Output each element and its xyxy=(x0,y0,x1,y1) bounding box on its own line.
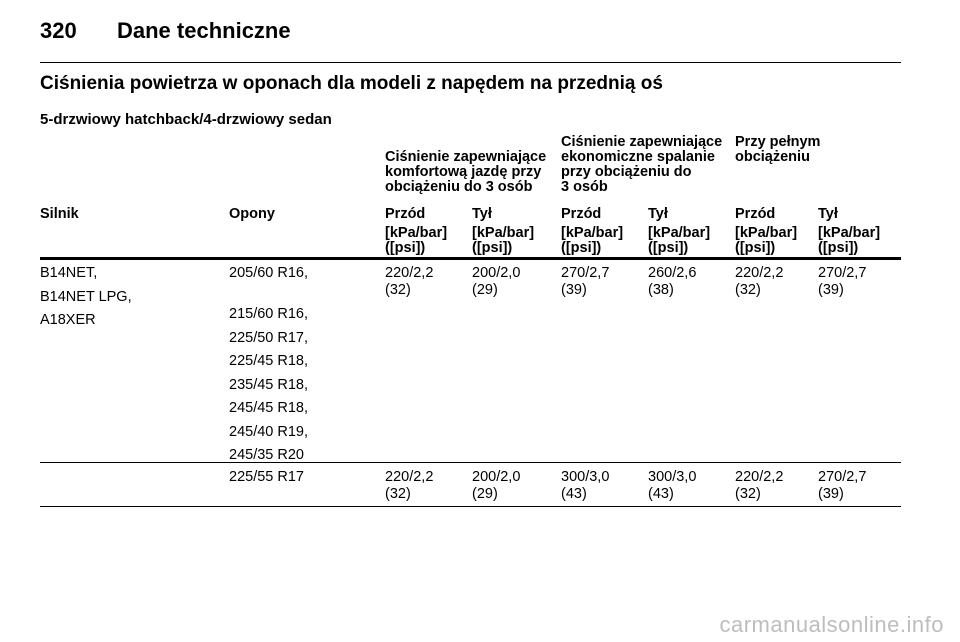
page-number: 320 xyxy=(40,18,77,43)
pressure-cell: 270/2,7 (39) xyxy=(818,469,866,503)
group-header-line: ekonomiczne spalanie xyxy=(561,149,715,165)
pressure-cell: 270/2,7 (39) xyxy=(818,265,866,299)
unit-header: [kPa/bar] ([psi]) xyxy=(561,226,623,256)
pressure-psi: (32) xyxy=(385,282,411,298)
tyre-list: 225/55 R17 xyxy=(229,469,304,493)
pressure-psi: (32) xyxy=(385,486,411,502)
row-divider xyxy=(40,462,901,463)
pressure-cell: 220/2,2 (32) xyxy=(735,469,783,503)
pressure-psi: (32) xyxy=(735,486,761,502)
group-header-line: Ciśnienie zapewniające xyxy=(561,134,723,150)
pressure-cell: 300/3,0 (43) xyxy=(561,469,609,503)
tyre-size: 225/50 R17, xyxy=(229,329,309,346)
unit-psi: ([psi]) xyxy=(735,240,776,256)
unit-kpa-bar: [kPa/bar] xyxy=(472,225,535,241)
tyre-size: 205/60 R16, xyxy=(229,265,309,281)
pressure-cell: 300/3,0 (43) xyxy=(648,469,696,503)
group-header-line: 3 osób xyxy=(561,179,608,195)
pressure-kpa-bar: 300/3,0 xyxy=(561,469,610,485)
unit-header: [kPa/bar] ([psi]) xyxy=(472,226,534,256)
pressure-kpa-bar: 270/2,7 xyxy=(561,265,610,281)
pressure-cell: 200/2,0 (29) xyxy=(472,469,520,503)
pressure-psi: (39) xyxy=(818,486,844,502)
pressure-cell: 220/2,2 (32) xyxy=(385,265,433,299)
pressure-cell: 270/2,7 (39) xyxy=(561,265,609,299)
pressure-kpa-bar: 220/2,2 xyxy=(385,265,434,281)
tyre-size: 225/55 R17 xyxy=(229,469,304,485)
tyre-size: 245/45 R18, xyxy=(229,400,309,416)
pressure-kpa-bar: 300/3,0 xyxy=(648,469,697,485)
tyre-size: 245/40 R19, xyxy=(229,423,309,440)
pressure-cell: 200/2,0 (29) xyxy=(472,265,520,299)
sub-heading: 5-drzwiowy hatchback/4-drzwiowy sedan xyxy=(40,111,332,128)
pressure-cell: 260/2,6 (38) xyxy=(648,265,696,299)
unit-kpa-bar: [kPa/bar] xyxy=(385,225,448,241)
pressure-kpa-bar: 220/2,2 xyxy=(735,469,784,485)
pressure-kpa-bar: 220/2,2 xyxy=(385,469,434,485)
tyre-list: 205/60 R16, 215/60 R16, 225/50 R17, 225/… xyxy=(229,265,308,471)
group-header-line: Ciśnienie zapewniające xyxy=(385,149,547,165)
unit-kpa-bar: [kPa/bar] xyxy=(648,225,711,241)
pressure-psi: (38) xyxy=(648,282,674,298)
group-header-full-load: Przy pełnym obciążeniu xyxy=(735,135,820,165)
group-header-line: obciążeniu do 3 osób xyxy=(385,179,533,195)
column-header-rear: Tył xyxy=(472,206,492,222)
engine-name: A18XER xyxy=(40,312,96,328)
pressure-psi: (39) xyxy=(561,282,587,298)
pressure-kpa-bar: 200/2,0 xyxy=(472,265,521,281)
group-header-line: Przy pełnym xyxy=(735,134,821,150)
pressure-psi: (32) xyxy=(735,282,761,298)
tyre-size: 245/35 R20 xyxy=(229,447,304,463)
unit-psi: ([psi]) xyxy=(385,240,426,256)
section-heading: Ciśnienia powietrza w oponach dla modeli… xyxy=(40,73,663,94)
column-header-rear: Tył xyxy=(648,206,668,222)
column-header-front: Przód xyxy=(735,206,776,222)
unit-header: [kPa/bar] ([psi]) xyxy=(735,226,797,256)
table-bottom-divider xyxy=(40,506,901,507)
group-header-line: komfortową jazdę przy xyxy=(385,164,542,180)
pressure-psi: (39) xyxy=(818,282,844,298)
table-header-divider xyxy=(40,257,901,260)
group-header-line: obciążeniu xyxy=(735,149,810,165)
pressure-psi: (29) xyxy=(472,282,498,298)
unit-kpa-bar: [kPa/bar] xyxy=(561,225,624,241)
column-header-front: Przód xyxy=(385,206,426,222)
pressure-kpa-bar: 220/2,2 xyxy=(735,265,784,281)
engine-name: B14NET LPG, xyxy=(40,288,132,305)
pressure-cell: 220/2,2 (32) xyxy=(385,469,433,503)
pressure-cell: 220/2,2 (32) xyxy=(735,265,783,299)
tyre-size: 225/45 R18, xyxy=(229,353,309,369)
engine-name: B14NET, xyxy=(40,265,98,281)
column-header-tyres: Opony xyxy=(229,206,275,222)
unit-psi: ([psi]) xyxy=(561,240,602,256)
engine-list: B14NET, B14NET LPG, A18XER xyxy=(40,265,132,336)
pressure-kpa-bar: 270/2,7 xyxy=(818,265,867,281)
group-header-comfort: Ciśnienie zapewniające komfortową jazdę … xyxy=(385,150,546,195)
unit-kpa-bar: [kPa/bar] xyxy=(735,225,798,241)
pressure-kpa-bar: 200/2,0 xyxy=(472,469,521,485)
column-header-engine: Silnik xyxy=(40,206,79,222)
unit-kpa-bar: [kPa/bar] xyxy=(818,225,881,241)
group-header-line: przy obciążeniu do xyxy=(561,164,692,180)
column-header-front: Przód xyxy=(561,206,602,222)
group-header-economy: Ciśnienie zapewniające ekonomiczne spala… xyxy=(561,135,722,195)
unit-header: [kPa/bar] ([psi]) xyxy=(385,226,447,256)
pressure-psi: (43) xyxy=(561,486,587,502)
unit-header: [kPa/bar] ([psi]) xyxy=(818,226,880,256)
pressure-psi: (29) xyxy=(472,486,498,502)
unit-header: [kPa/bar] ([psi]) xyxy=(648,226,710,256)
tyre-size: 215/60 R16, xyxy=(229,306,309,322)
tyre-size: 235/45 R18, xyxy=(229,376,309,393)
unit-psi: ([psi]) xyxy=(472,240,513,256)
unit-psi: ([psi]) xyxy=(818,240,859,256)
pressure-kpa-bar: 270/2,7 xyxy=(818,469,867,485)
pressure-kpa-bar: 260/2,6 xyxy=(648,265,697,281)
title-divider xyxy=(40,62,901,63)
pressure-psi: (43) xyxy=(648,486,674,502)
page-title: Dane techniczne xyxy=(117,18,291,43)
watermark: carmanualsonline.info xyxy=(719,612,944,637)
column-header-rear: Tył xyxy=(818,206,838,222)
unit-psi: ([psi]) xyxy=(648,240,689,256)
